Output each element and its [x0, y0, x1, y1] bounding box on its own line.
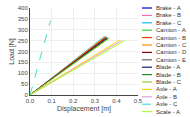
svg-text:0.3: 0.3 — [91, 98, 100, 104]
svg-text:Blade - A: Blade - A — [156, 64, 180, 70]
svg-text:0.2: 0.2 — [69, 98, 78, 104]
svg-text:Displacement [m]: Displacement [m] — [57, 105, 111, 113]
svg-text:Scale - A: Scale - A — [156, 109, 180, 115]
svg-text:Camion - B: Camion - B — [156, 35, 186, 41]
svg-text:300: 300 — [18, 27, 29, 33]
svg-text:Brake - B: Brake - B — [156, 12, 181, 18]
svg-text:Camion - A: Camion - A — [156, 27, 186, 33]
svg-text:0: 0 — [24, 92, 28, 98]
svg-text:200: 200 — [18, 49, 29, 55]
svg-text:50: 50 — [21, 81, 28, 87]
svg-text:Blade - B: Blade - B — [156, 72, 181, 78]
svg-text:0.0: 0.0 — [26, 98, 35, 104]
svg-text:0.1: 0.1 — [47, 98, 56, 104]
svg-text:Axle - C: Axle - C — [156, 101, 178, 107]
svg-text:Axle - A: Axle - A — [156, 86, 177, 92]
svg-text:Camion - E: Camion - E — [156, 57, 186, 63]
svg-text:Blade - C: Blade - C — [156, 79, 182, 85]
svg-text:Camion - D: Camion - D — [156, 49, 187, 55]
svg-text:400: 400 — [18, 5, 29, 11]
svg-text:150: 150 — [18, 59, 29, 65]
svg-text:Load [N]: Load [N] — [8, 38, 16, 65]
svg-text:Camion - C: Camion - C — [156, 42, 187, 48]
svg-text:250: 250 — [18, 38, 29, 44]
svg-text:0.4: 0.4 — [112, 98, 121, 104]
svg-text:Brake - A: Brake - A — [156, 5, 181, 11]
svg-text:350: 350 — [18, 16, 29, 22]
svg-text:Brake - C: Brake - C — [156, 20, 182, 26]
svg-text:0.5: 0.5 — [134, 98, 143, 104]
svg-text:Axle - B: Axle - B — [156, 94, 177, 100]
svg-text:100: 100 — [18, 70, 29, 76]
